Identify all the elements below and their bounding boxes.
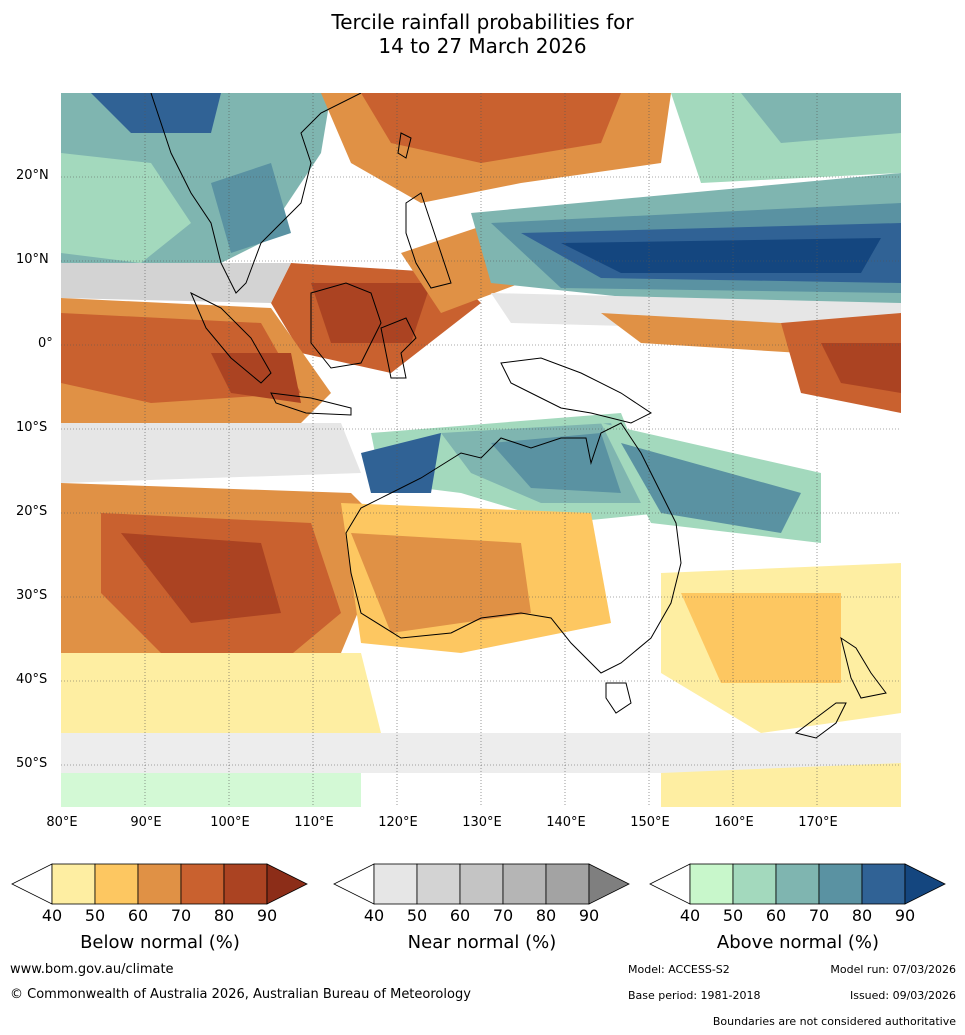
colorbar-above-tick: 50 <box>722 906 744 925</box>
colorbar-below-high-extend <box>266 863 308 905</box>
colorbar-near-title: Near normal (%) <box>407 932 557 953</box>
colorbar-near-tick: 40 <box>363 906 385 925</box>
colorbar-near-tick: 80 <box>535 906 557 925</box>
colorbar-below-segment <box>51 863 96 905</box>
colorbar-above-tick: 60 <box>765 906 787 925</box>
colorbar-near-segment <box>459 863 504 905</box>
colorbar-below-svg <box>11 863 308 905</box>
colorbar-above-tick: 80 <box>851 906 873 925</box>
colorbar-near-tick: 50 <box>406 906 428 925</box>
colorbar-near-segment <box>502 863 547 905</box>
colorbar-below-tick: 70 <box>170 906 192 925</box>
colorbar-below-tick: 80 <box>213 906 235 925</box>
colorbar-below-segment <box>223 863 268 905</box>
colorbar-below-title: Below normal (%) <box>80 932 240 953</box>
colorbar-below-normal <box>10 862 310 910</box>
colorbar-above-segment <box>689 863 734 905</box>
lat-label-20s: 20°S <box>16 504 48 519</box>
colorbar-near-segment <box>416 863 461 905</box>
lon-label-130e: 130°E <box>462 815 502 830</box>
lat-label-10s: 10°S <box>16 420 48 435</box>
issued-label: Issued: 09/03/2026 <box>849 989 956 1002</box>
colorbar-above-tick: 40 <box>679 906 701 925</box>
title-line-2: 14 to 27 March 2026 <box>378 34 587 58</box>
colorbar-above-segment <box>861 863 906 905</box>
colorbar-above-segment <box>818 863 863 905</box>
lon-label-100e: 100°E <box>210 815 250 830</box>
lon-label-80e: 80°E <box>46 815 78 830</box>
colorbar-above-tick: 70 <box>808 906 830 925</box>
lon-label-150e: 150°E <box>630 815 670 830</box>
title-line-1: Tercile rainfall probabilities for <box>331 10 634 34</box>
copyright-text: © Commonwealth of Australia 2026, Austra… <box>10 987 471 1002</box>
colorbar-above-segment <box>732 863 777 905</box>
colorbar-above-segment <box>775 863 820 905</box>
colorbar-below-tick: 50 <box>84 906 106 925</box>
colorbar-below-segment <box>137 863 182 905</box>
lat-label-30s: 30°S <box>16 588 48 603</box>
lat-label-10n: 10°N <box>16 252 49 267</box>
colorbar-below-tick: 60 <box>127 906 149 925</box>
colorbar-near-segment <box>545 863 590 905</box>
colorbar-near-tick: 60 <box>449 906 471 925</box>
model-run-label: Model run: 07/03/2026 <box>830 963 956 976</box>
base-period-label: Base period: 1981-2018 <box>628 989 761 1002</box>
colorbar-above-svg <box>649 863 946 905</box>
colorbar-below-tick: 90 <box>256 906 278 925</box>
website-link[interactable]: www.bom.gov.au/climate <box>10 962 174 977</box>
colorbar-near-tick: 90 <box>578 906 600 925</box>
lon-label-140e: 140°E <box>546 815 586 830</box>
lon-label-160e: 160°E <box>714 815 754 830</box>
lon-label-90e: 90°E <box>130 815 162 830</box>
lat-label-50s: 50°S <box>16 756 48 771</box>
colorbar-near-tick: 70 <box>492 906 514 925</box>
map-title: Tercile rainfall probabilities for 14 to… <box>0 10 965 58</box>
lat-label-0: 0° <box>38 336 53 351</box>
rainfall-map <box>61 93 901 807</box>
map-canvas <box>61 93 901 807</box>
lon-label-110e: 110°E <box>294 815 334 830</box>
colorbar-near-low-extend <box>333 863 375 905</box>
disclaimer-text: Boundaries are not considered authoritat… <box>712 1015 956 1028</box>
model-label: Model: ACCESS-S2 <box>628 963 730 976</box>
colorbar-above-high-extend <box>904 863 946 905</box>
lat-label-20n: 20°N <box>16 168 49 183</box>
colorbar-above-tick: 90 <box>894 906 916 925</box>
colorbar-near-high-extend <box>588 863 630 905</box>
colorbar-below-low-extend <box>11 863 53 905</box>
colorbar-above-normal <box>648 862 948 910</box>
lon-label-170e: 170°E <box>798 815 838 830</box>
lon-label-120e: 120°E <box>378 815 418 830</box>
colorbar-above-low-extend <box>649 863 691 905</box>
colorbar-near-svg <box>333 863 630 905</box>
colorbar-above-title: Above normal (%) <box>716 932 880 953</box>
lat-label-40s: 40°S <box>16 672 48 687</box>
colorbar-near-segment <box>373 863 418 905</box>
colorbar-below-tick: 40 <box>41 906 63 925</box>
colorbar-below-segment <box>180 863 225 905</box>
colorbar-below-segment <box>94 863 139 905</box>
colorbar-near-normal <box>332 862 632 910</box>
